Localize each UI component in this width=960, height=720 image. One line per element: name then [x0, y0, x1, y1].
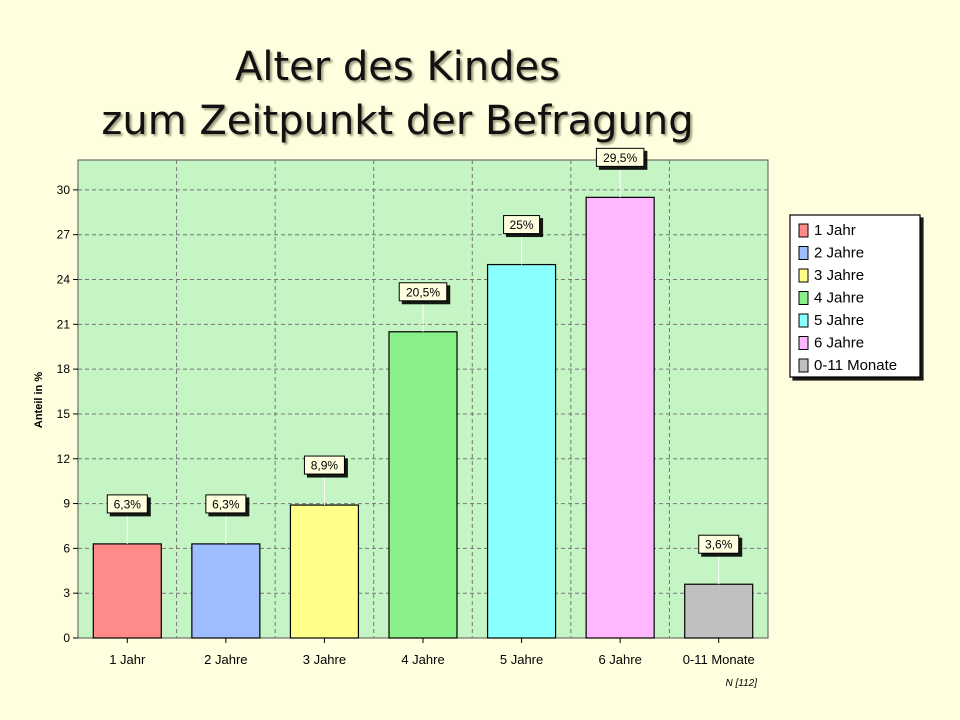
legend-swatch: [798, 268, 809, 283]
x-tick-label: 5 Jahre: [500, 652, 543, 667]
x-tick-label: 3 Jahre: [303, 652, 346, 667]
data-label-box: [503, 215, 541, 235]
x-tick-label: 2 Jahre: [204, 652, 247, 667]
bar: [388, 331, 458, 639]
legend-box: [789, 214, 921, 378]
y-tick-label: 12: [57, 452, 71, 466]
legend: 1 Jahr 2 Jahre 3 Jahre 4 Jahre 5 Jahre 6 Jahr…: [789, 214, 921, 378]
bar: [486, 263, 557, 639]
data-label: 20,5%: [406, 285, 440, 299]
legend-swatch: [798, 291, 809, 305]
x-tick-label: 6 Jahre: [598, 652, 641, 667]
data-label: 6,3%: [212, 497, 240, 511]
legend-entry: 6 Jahre: [814, 335, 864, 352]
legend-swatch: [798, 358, 809, 373]
legend-swatch: [798, 246, 809, 260]
bars: [92, 196, 754, 639]
bar: [191, 543, 261, 639]
legend-entry: 5 Jahre: [814, 312, 864, 329]
y-tick-label: 24: [57, 273, 71, 287]
data-label-box: [205, 494, 247, 514]
bar: [684, 583, 754, 639]
data-label: 25%: [510, 218, 534, 232]
data-label-box: [698, 534, 740, 554]
data-label-box: [398, 282, 448, 302]
y-tick-label: 18: [57, 362, 71, 376]
y-axis-label: Anteil in %: [33, 372, 45, 428]
data-labels: 6,3% 6,3% 8,9% 20,5% 25% 29,5% 3,6%: [106, 147, 740, 585]
data-label: 29,5%: [603, 151, 637, 165]
data-label: 8,9%: [311, 459, 339, 473]
y-tick-label: 27: [57, 228, 71, 242]
y-tick-label: 21: [57, 317, 71, 331]
y-tick-label: 30: [57, 183, 71, 197]
y-tick-label: 15: [57, 407, 71, 421]
x-axis-ticks: 1 Jahr 2 Jahre 3 Jahre 4 Jahre 5 Jahre 6 Jahr…: [109, 638, 755, 667]
legend-swatch: [798, 223, 809, 238]
data-label-box: [106, 494, 148, 514]
legend-entry: 1 Jahr: [814, 222, 856, 239]
bar: [92, 543, 162, 639]
y-tick-label: 6: [63, 541, 70, 555]
y-axis-ticks: 0 3 6 9 12 15 18 21 24 27 30: [57, 183, 78, 645]
legend-swatch: [798, 336, 809, 350]
y-tick-label: 3: [63, 586, 70, 600]
data-label: 3,6%: [705, 538, 733, 552]
legend-entry: 3 Jahre: [814, 267, 864, 284]
y-tick-label: 9: [63, 497, 70, 511]
data-label: 6,3%: [114, 497, 142, 511]
legend-entry: 4 Jahre: [814, 290, 864, 307]
sample-size-note: N [112]: [726, 678, 758, 689]
y-tick-label: 0: [63, 631, 70, 645]
chart-title-line1: Alter des Kindes: [234, 44, 561, 90]
x-tick-label: 0-11 Monate: [683, 652, 755, 667]
legend-entry: 0-11 Monate: [814, 357, 897, 374]
chart-title-line2: zum Zeitpunkt der Befragung: [101, 98, 694, 144]
data-label-box: [595, 147, 645, 167]
x-tick-label: 1 Jahr: [109, 652, 146, 667]
bar: [289, 504, 360, 639]
legend-entry: 2 Jahre: [814, 245, 864, 262]
bar: [585, 196, 655, 639]
x-tick-label: 4 Jahre: [401, 652, 444, 667]
chart-title: Alter des Kindes zum Zeitpunkt der Befra…: [0, 40, 795, 148]
legend-swatch: [798, 313, 809, 328]
data-label-box: [303, 455, 345, 475]
